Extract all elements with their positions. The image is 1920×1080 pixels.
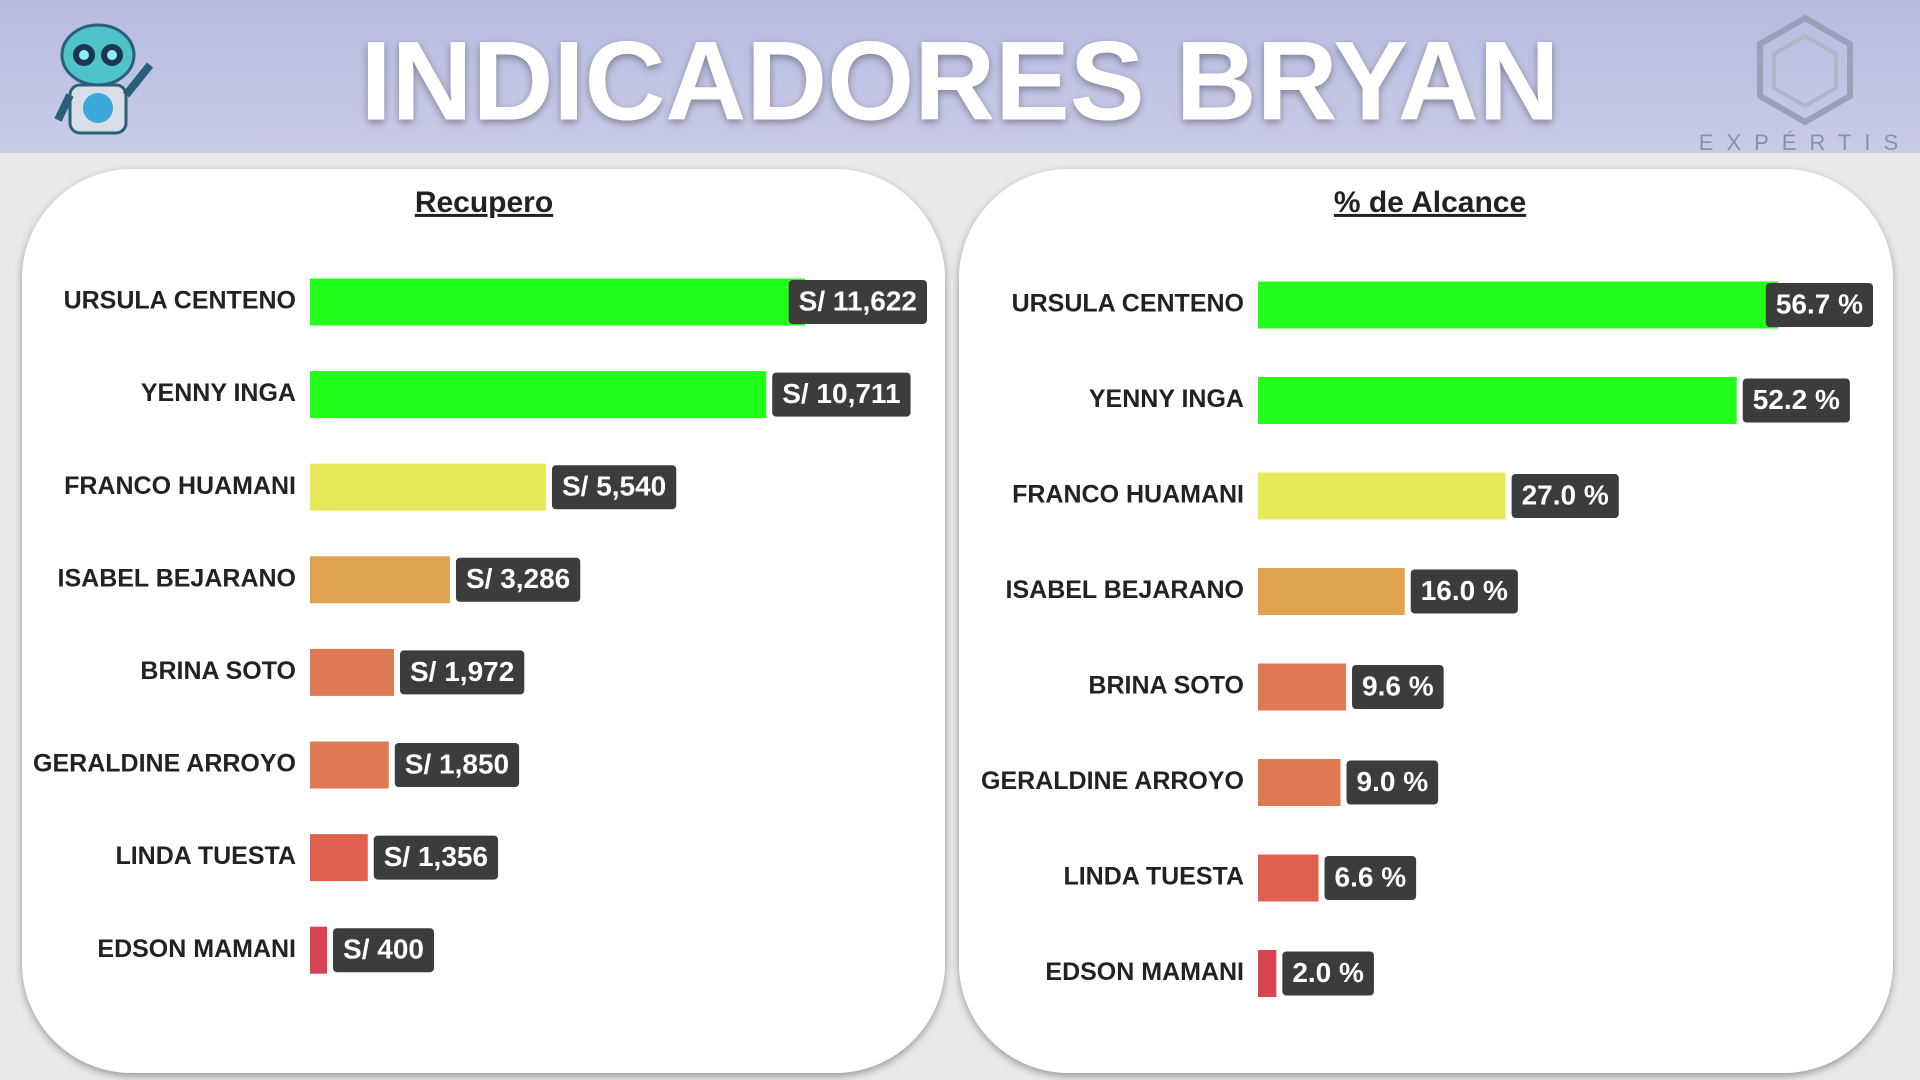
bar: [1258, 377, 1737, 424]
chart-title: Recupero: [415, 186, 553, 219]
value-label: S/ 400: [343, 934, 424, 965]
value-label: S/ 1,850: [405, 748, 509, 779]
category-label: URSULA CENTENO: [64, 287, 296, 315]
bar: [1258, 281, 1778, 329]
page-title: INDICADORES BRYAN: [361, 19, 1560, 144]
value-label: S/ 11,622: [799, 285, 917, 316]
value-label-box: [1352, 665, 1444, 709]
bar: [310, 741, 389, 789]
bar: [310, 648, 394, 696]
value-label-box: [1346, 760, 1439, 805]
value-label-box: [399, 650, 525, 695]
robot-icon: [54, 23, 154, 135]
bar: [310, 371, 767, 419]
value-label: 9.0 %: [1357, 766, 1429, 797]
category-label: YENNY INGA: [141, 379, 296, 407]
category-label: GERALDINE ARROYO: [981, 767, 1244, 795]
logo-text: EXPÉRTIS: [1699, 130, 1911, 155]
category-label: URSULA CENTENO: [1012, 290, 1244, 318]
value-label-box: [1765, 283, 1873, 327]
bar: [1258, 472, 1506, 520]
value-label: S/ 1,972: [410, 656, 514, 687]
value-label: S/ 1,356: [384, 841, 488, 872]
category-label: EDSON MAMANI: [97, 935, 296, 963]
category-label: YENNY INGA: [1089, 385, 1244, 413]
category-label: LINDA TUESTA: [115, 842, 296, 870]
bar: [1258, 759, 1341, 806]
value-label-box: [788, 280, 927, 324]
category-label: FRANCO HUAMANI: [1012, 481, 1244, 509]
bar: [310, 926, 328, 974]
value-label: 52.2 %: [1753, 384, 1840, 415]
value-label: S/ 3,286: [466, 563, 570, 594]
value-label: 6.6 %: [1335, 861, 1407, 892]
category-label: EDSON MAMANI: [1045, 958, 1244, 986]
value-label: 27.0 %: [1522, 479, 1609, 510]
bar: [310, 834, 368, 882]
value-label-box: [1324, 856, 1417, 900]
value-label-box: [1282, 951, 1374, 996]
bar: [310, 463, 546, 511]
value-label-box: [455, 557, 581, 602]
header-band: [0, 0, 1920, 153]
value-label: S/ 10,711: [782, 378, 900, 409]
value-label: 56.7 %: [1776, 288, 1863, 319]
value-label-box: [1742, 378, 1850, 423]
bar: [310, 278, 805, 326]
value-label-box: [551, 465, 677, 510]
value-label: 2.0 %: [1292, 957, 1364, 988]
category-label: FRANCO HUAMANI: [64, 472, 296, 500]
bar: [1258, 568, 1405, 615]
bar: [310, 556, 450, 604]
chart-title: % de Alcance: [1334, 186, 1526, 219]
value-label-box: [1511, 474, 1619, 518]
value-label-box: [333, 928, 434, 973]
bar: [1258, 854, 1319, 902]
value-label-box: [394, 743, 520, 787]
category-label: BRINA SOTO: [1088, 672, 1244, 700]
category-label: ISABEL BEJARANO: [58, 564, 296, 592]
category-label: ISABEL BEJARANO: [1006, 576, 1244, 604]
value-label: 9.6 %: [1362, 670, 1434, 701]
value-label: 16.0 %: [1421, 575, 1508, 606]
value-label-box: [373, 835, 499, 880]
bar: [1258, 950, 1277, 997]
value-label: S/ 5,540: [562, 471, 666, 502]
bar: [1258, 663, 1347, 711]
value-label-box: [772, 372, 911, 417]
value-label-box: [1410, 569, 1518, 614]
category-label: LINDA TUESTA: [1063, 863, 1244, 891]
category-label: GERALDINE ARROYO: [33, 750, 296, 778]
category-label: BRINA SOTO: [140, 657, 296, 685]
logo: EXPÉRTIS: [1699, 14, 1911, 155]
